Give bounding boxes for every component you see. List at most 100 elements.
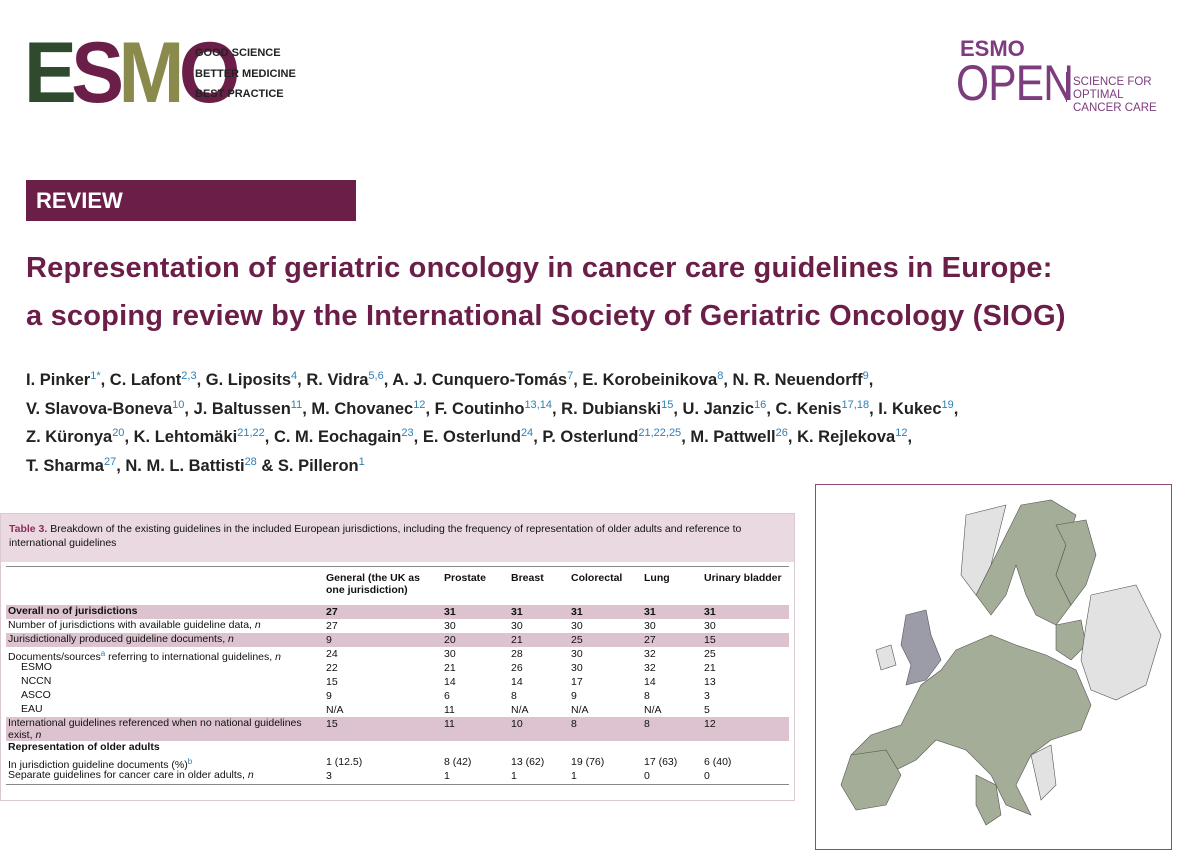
table-cell: 32 [644, 662, 656, 674]
label-note: a [100, 649, 106, 658]
table-cell: 22 [326, 662, 338, 674]
label-text: EAU [21, 703, 43, 715]
table-cell: 30 [511, 620, 523, 632]
tagline: BETTER MEDICINE [195, 67, 296, 80]
author-name: M. Chovanec [311, 399, 414, 418]
author-name: R. Dubianski [561, 399, 662, 418]
separator: , [116, 456, 121, 475]
table-cell: 31 [644, 606, 656, 618]
author-name: G. Liposits [205, 371, 292, 389]
table-cell: 31 [511, 606, 523, 618]
label-text: International guidelines referenced when… [8, 717, 302, 741]
table-row: EAU N/A 11 N/A N/A N/A 5 [6, 703, 789, 717]
table-cell: 13 [704, 676, 716, 688]
title-line: a scoping review by the International So… [26, 300, 1066, 332]
label-italic: n [254, 619, 261, 631]
section-label: REVIEW [26, 180, 356, 221]
map-region [975, 774, 1002, 826]
table-cell: 27 [326, 606, 338, 618]
author-name: C. M. Eochagain [273, 428, 402, 446]
table-row: ASCO 9 6 8 9 8 3 [6, 689, 789, 703]
separator: , [124, 428, 130, 446]
author-name: C. Lafont [109, 371, 182, 389]
map-region [875, 644, 897, 671]
table-row: ESMO 22 21 26 30 32 21 [6, 661, 789, 675]
table-row: In jurisdiction guideline documents (%)b… [6, 755, 789, 771]
table-cell: 30 [571, 648, 583, 660]
table-cell: 1 [571, 770, 577, 782]
table-cell: 15 [326, 718, 338, 730]
table-rule [6, 784, 789, 785]
author-affiliation: 9 [862, 370, 869, 382]
column-header: General (the UK as one jurisdiction) [326, 572, 420, 596]
table-row: Documents/sourcesa referring to internat… [6, 647, 789, 664]
author-name: F. Coutinho [434, 399, 525, 418]
row-label: Representation of older adults [8, 741, 308, 754]
label-italic: n [275, 651, 281, 663]
table-cell: 1 [444, 770, 450, 782]
europe-map [840, 499, 1162, 826]
label-text: Overall no of jurisdictions [8, 605, 138, 617]
author-affiliation: 13,14 [524, 398, 552, 411]
table-cell: 3 [326, 770, 332, 782]
author-affiliation: 2,3 [181, 370, 197, 382]
table-cell: 8 [571, 718, 577, 730]
author-name: J. Baltussen [193, 399, 291, 418]
label-text: NCCN [21, 675, 52, 687]
table-cell: 14 [511, 676, 523, 688]
table-cell: 9 [326, 690, 332, 702]
label-text: Representation of older adults [8, 741, 160, 753]
row-label: Number of jurisdictions with available g… [8, 619, 308, 632]
table-cell: 8 (42) [444, 756, 472, 768]
table-cell: 6 [444, 690, 450, 702]
table-cell: 9 [571, 690, 577, 702]
map-image [815, 484, 1172, 850]
caption-text: Breakdown of the existing guidelines in … [9, 523, 742, 549]
label-text: Jurisdictionally produced guideline docu… [8, 633, 229, 645]
table-cell: 8 [644, 718, 650, 730]
label-text: In jurisdiction guideline documents (%) [8, 759, 188, 771]
author-name: K. Rejlekova [797, 428, 896, 446]
author-affiliation: 23 [401, 427, 414, 439]
author-name: T. Sharma [26, 456, 104, 475]
table-cell: 21 [704, 662, 716, 674]
author-affiliation: 12 [413, 398, 426, 411]
table-cell: 15 [704, 634, 716, 646]
column-header: Breast [511, 572, 544, 584]
label-text: Documents/sources [8, 651, 101, 663]
row-label: Documents/sourcesa referring to internat… [8, 648, 308, 664]
table-cell: 8 [511, 690, 517, 702]
author-affiliation: 1 [358, 455, 365, 468]
logo-letter: E [24, 25, 77, 121]
separator: , [413, 428, 419, 446]
separator: , [787, 428, 793, 446]
author-name: Z. Küronya [26, 428, 113, 446]
map-region [960, 504, 1007, 596]
table-cell: 12 [704, 718, 716, 730]
table-cell: 21 [511, 634, 523, 646]
table-row: International guidelines referenced when… [6, 717, 789, 741]
table-cell: 30 [704, 620, 716, 632]
separator: , [184, 399, 189, 418]
author-affiliation: 11 [290, 398, 303, 411]
table-cell: 31 [571, 606, 583, 618]
table-cell: 31 [704, 606, 716, 618]
table-cell: 26 [511, 662, 523, 674]
author-name: R. Vidra [306, 371, 369, 389]
separator: , [264, 428, 270, 446]
label-italic: n [247, 769, 254, 781]
label-text: Separate guidelines for cancer care in o… [8, 769, 248, 781]
label-note: b [187, 757, 193, 766]
separator: , [673, 399, 678, 418]
table-header-row: General (the UK as one jurisdiction) Pros… [6, 566, 789, 606]
table-caption: Table 3. Breakdown of the existing guide… [1, 514, 794, 562]
logo-letter: S [71, 25, 124, 121]
table-row: Jurisdictionally produced guideline docu… [6, 633, 789, 647]
author-affiliation: 28 [244, 455, 257, 468]
map-region [900, 609, 942, 686]
row-label: Overall no of jurisdictions [8, 605, 308, 618]
column-header: Colorectal [571, 572, 623, 584]
author-line: T. Sharma27, N. M. L. Battisti28 & S. Pi… [26, 456, 365, 476]
journal-tagline: SCIENCE FOR OPTIMAL CANCER CARE [1073, 76, 1200, 115]
